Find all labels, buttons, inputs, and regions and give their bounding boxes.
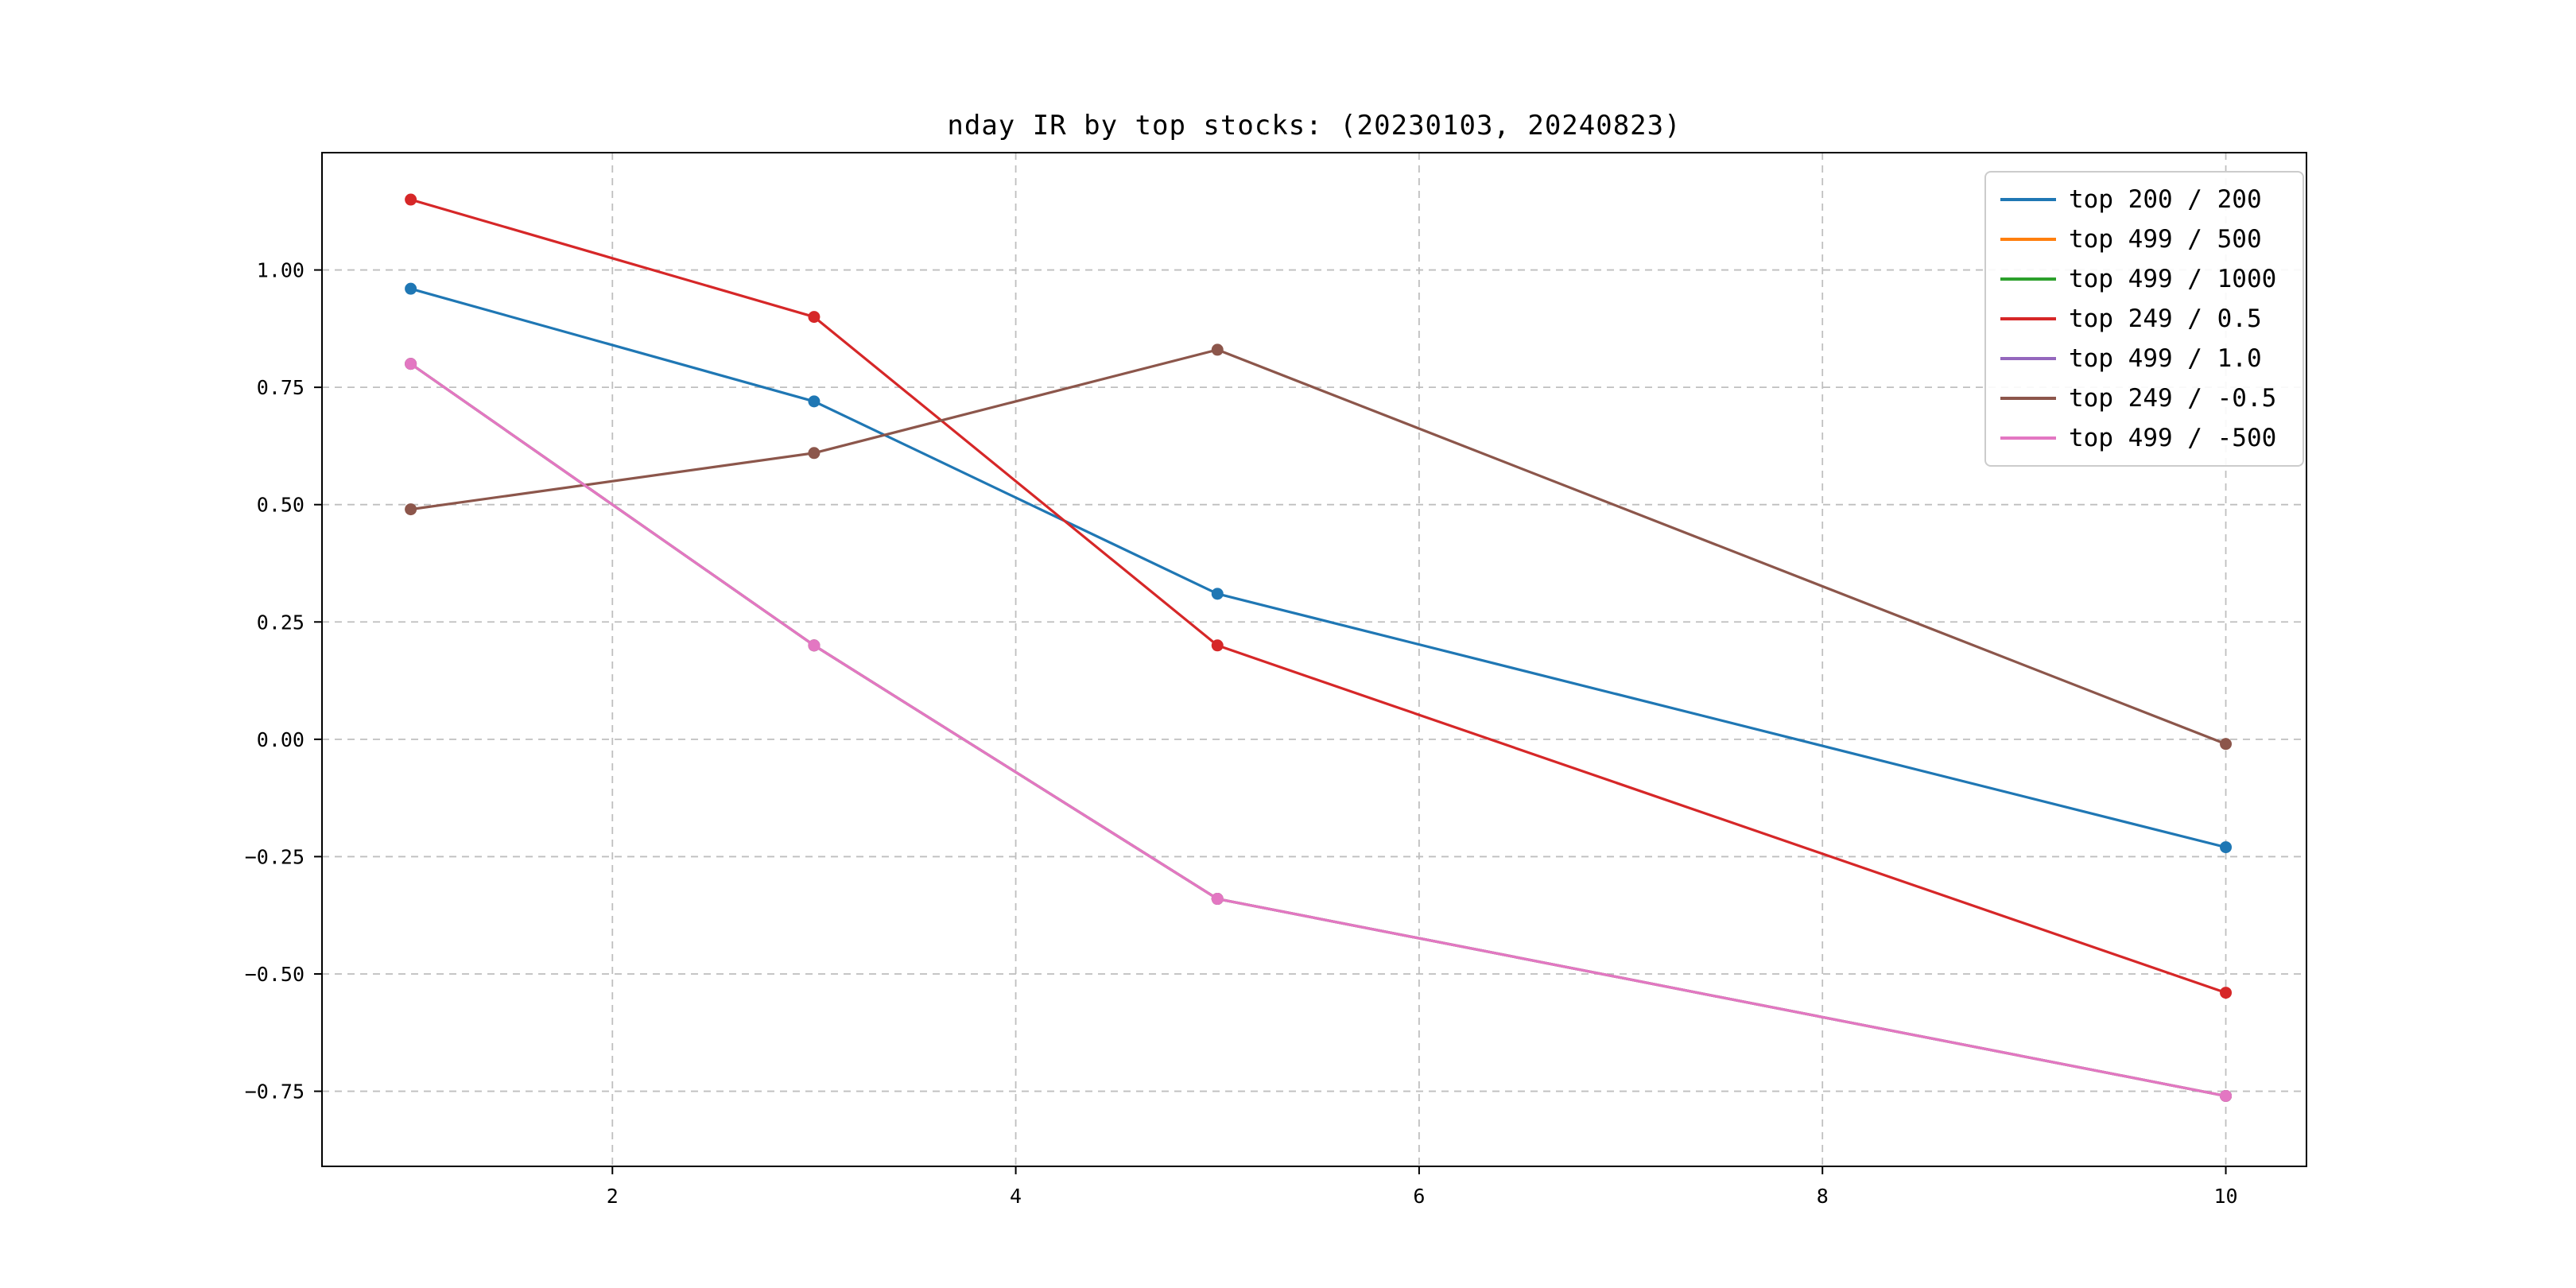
legend-line-sample (2000, 277, 2056, 281)
legend-line-sample (2000, 198, 2056, 201)
legend-item: top 499 / -500 (2000, 422, 2288, 454)
series-line-4 (409, 363, 2226, 1098)
series-marker (808, 311, 821, 324)
legend-label: top 200 / 200 (2069, 185, 2262, 214)
legend-line-sample (2000, 397, 2056, 400)
legend-line-sample (2000, 357, 2056, 360)
x-tick-label: 10 (2213, 1185, 2237, 1208)
x-tick-label: 8 (1817, 1185, 1829, 1208)
series-marker (2220, 1089, 2233, 1102)
legend-line-sample (2000, 436, 2056, 440)
legend-line-sample (2000, 317, 2056, 320)
series-marker (1211, 893, 1224, 906)
chart-title: nday IR by top stocks: (20230103, 202408… (947, 110, 1682, 142)
legend-label: top 249 / 0.5 (2069, 305, 2262, 333)
legend-item: top 499 / 500 (2000, 223, 2288, 255)
plot-border (321, 152, 2307, 1167)
y-tick-label: −0.75 (245, 1080, 305, 1104)
legend-line-sample (2000, 238, 2056, 241)
legend-item: top 200 / 200 (2000, 184, 2288, 215)
legend-item: top 249 / -0.5 (2000, 382, 2288, 414)
series-line-5 (410, 348, 2227, 746)
series-marker (1211, 343, 1224, 356)
legend-label: top 499 / 500 (2069, 225, 2262, 254)
series-marker (808, 639, 821, 652)
series-marker (1211, 639, 1224, 652)
x-tick-label: 4 (1010, 1185, 1022, 1208)
series-marker (405, 193, 417, 206)
x-tick-label: 2 (607, 1185, 619, 1208)
y-tick-label: −0.50 (245, 963, 305, 986)
series-marker (405, 503, 417, 516)
series-line-6 (409, 363, 2226, 1098)
legend-item: top 499 / 1000 (2000, 263, 2288, 295)
series-marker (1211, 588, 1224, 600)
series-marker (808, 447, 821, 460)
y-tick-label: 0.00 (257, 728, 305, 751)
legend-label: top 499 / 1.0 (2069, 344, 2262, 373)
y-tick-label: 0.75 (257, 376, 305, 399)
series-marker (2220, 987, 2233, 999)
legend-item: top 249 / 0.5 (2000, 303, 2288, 335)
legend-item: top 499 / 1.0 (2000, 343, 2288, 374)
series-line-1 (409, 363, 2226, 1098)
x-tick-label: 6 (1413, 1185, 1425, 1208)
y-tick-label: 0.50 (257, 494, 305, 517)
y-tick-label: 1.00 (257, 259, 305, 282)
series-line-2 (409, 363, 2226, 1098)
legend: top 200 / 200 top 499 / 500 top 499 / 1000… (1984, 171, 2304, 467)
series-marker (405, 282, 417, 295)
y-tick-label: −0.25 (245, 845, 305, 868)
legend-label: top 499 / 1000 (2069, 265, 2277, 293)
series-line-0 (410, 287, 2226, 849)
series-marker (405, 358, 417, 370)
legend-label: top 249 / -0.5 (2069, 384, 2277, 413)
series-line-3 (410, 198, 2227, 995)
y-tick-label: 0.25 (257, 611, 305, 634)
series-marker (2220, 738, 2233, 751)
series-marker (808, 395, 821, 408)
legend-label: top 499 / -500 (2069, 424, 2277, 452)
series-marker (2220, 841, 2233, 854)
